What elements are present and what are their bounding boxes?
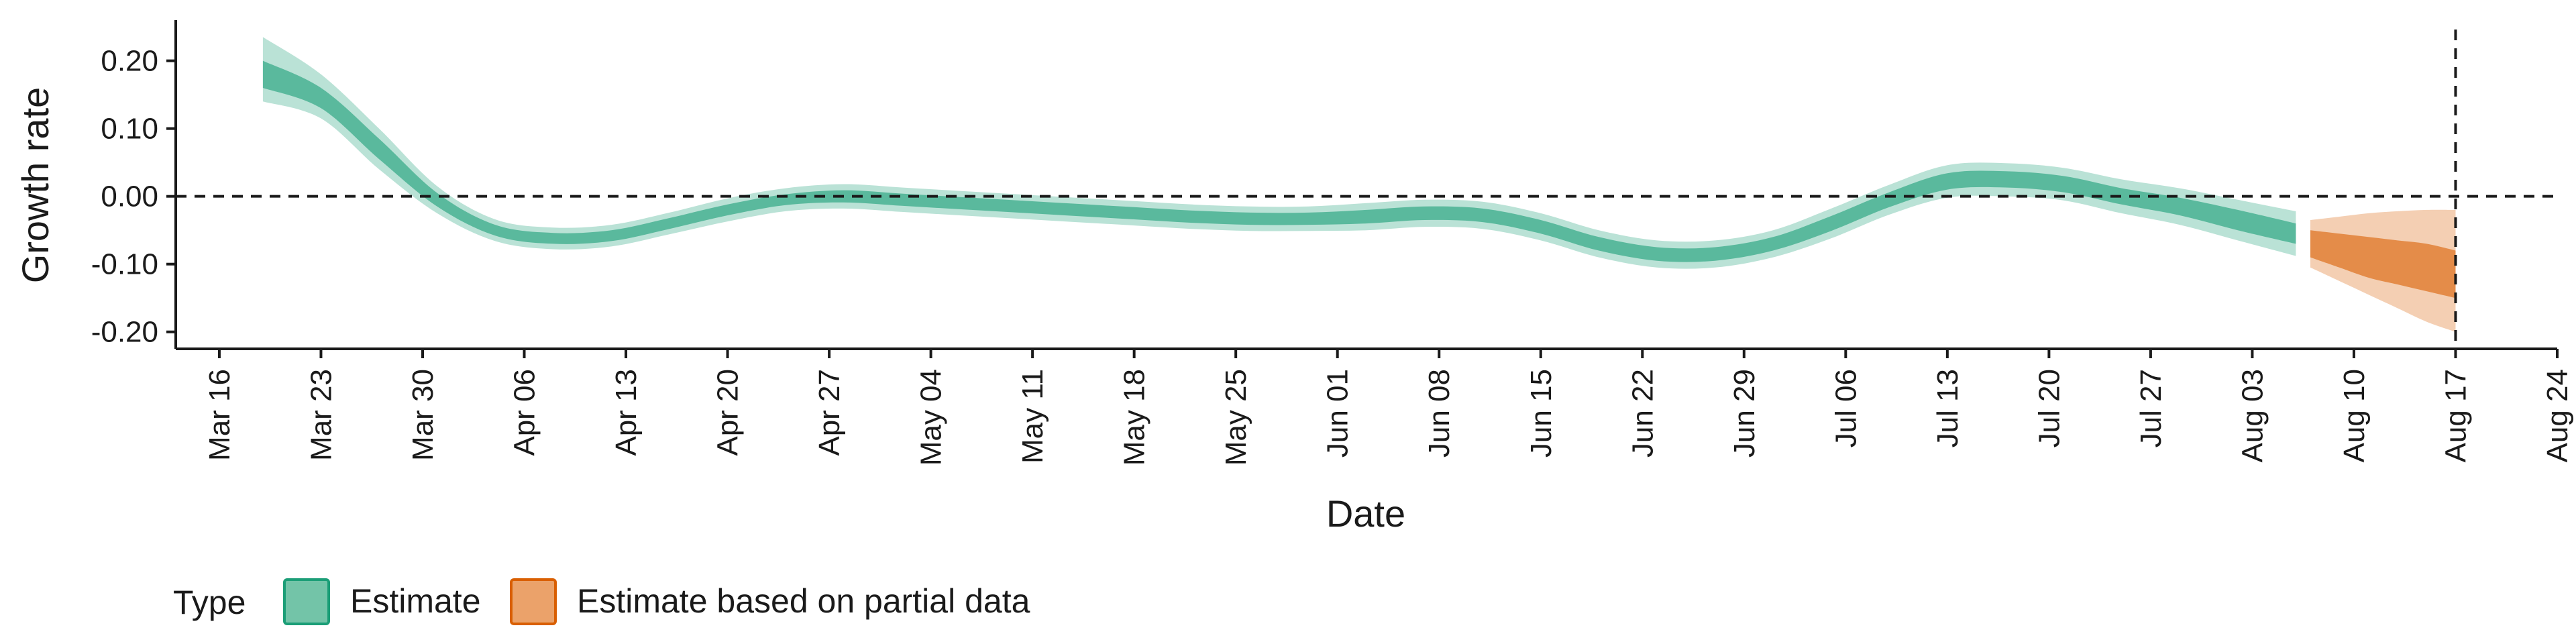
legend-label-estimate: Estimate [350, 582, 481, 620]
series-1 [2310, 209, 2456, 332]
series-bands [262, 37, 2456, 332]
x-tick-label: Jul 20 [2033, 369, 2065, 447]
legend-key-partial [510, 578, 557, 625]
y-tick-label: 0.10 [101, 113, 158, 146]
reference-lines [176, 30, 2557, 349]
x-tick-label: Jun 15 [1525, 369, 1558, 458]
y-tick-label: 0.00 [101, 180, 158, 213]
y-axis-ticks: 0.20 0.10 0.00 -0.10 -0.20 [91, 45, 176, 349]
x-tick-label: Apr 20 [712, 369, 745, 456]
x-tick-label: Jun 22 [1626, 369, 1659, 458]
legend-title: Type [173, 584, 246, 621]
x-tick-label: Jun 08 [1423, 369, 1456, 458]
x-tick-label: May 25 [1220, 369, 1252, 466]
legend-label-partial: Estimate based on partial data [577, 582, 1030, 620]
x-tick-label: Aug 24 [2541, 369, 2574, 462]
y-tick-label: -0.20 [91, 316, 158, 349]
x-tick-label: Aug 03 [2236, 369, 2269, 462]
inner-band-0 [262, 60, 2296, 262]
x-tick-label: Jul 27 [2135, 369, 2167, 447]
x-tick-label: Apr 13 [610, 369, 643, 456]
x-tick-label: Apr 27 [813, 369, 846, 456]
x-tick-label: Mar 16 [203, 369, 236, 461]
x-tick-label: Apr 06 [508, 369, 541, 456]
axes [174, 20, 2557, 350]
x-tick-label: Mar 30 [407, 369, 439, 461]
inner-band-1 [2310, 230, 2456, 299]
y-tick-label: -0.10 [91, 248, 158, 281]
y-axis-title: Growth rate [14, 87, 56, 284]
x-tick-label: May 04 [915, 369, 948, 466]
x-tick-label: Aug 10 [2338, 369, 2371, 462]
x-tick-label: Jul 13 [1931, 369, 1964, 447]
legend-key-estimate [283, 578, 330, 625]
legend: Type Estimate Estimate based on partial … [173, 578, 1030, 625]
x-axis-title: Date [1326, 492, 1405, 535]
x-axis-ticks: Mar 16 Mar 23 Mar 30 Apr 06 Apr 13 Apr 20 Apr … [203, 349, 2574, 466]
x-tick-label: May 18 [1118, 369, 1151, 466]
y-tick-label: 0.20 [101, 45, 158, 78]
x-tick-label: Jun 29 [1728, 369, 1761, 458]
x-tick-label: Jul 06 [1829, 369, 1862, 447]
outer-band-0 [262, 37, 2296, 269]
x-tick-label: Aug 17 [2440, 369, 2473, 462]
x-tick-label: May 11 [1016, 369, 1049, 464]
x-tick-label: Jun 01 [1322, 369, 1354, 458]
x-tick-label: Mar 23 [305, 369, 338, 461]
series-0 [262, 37, 2296, 269]
